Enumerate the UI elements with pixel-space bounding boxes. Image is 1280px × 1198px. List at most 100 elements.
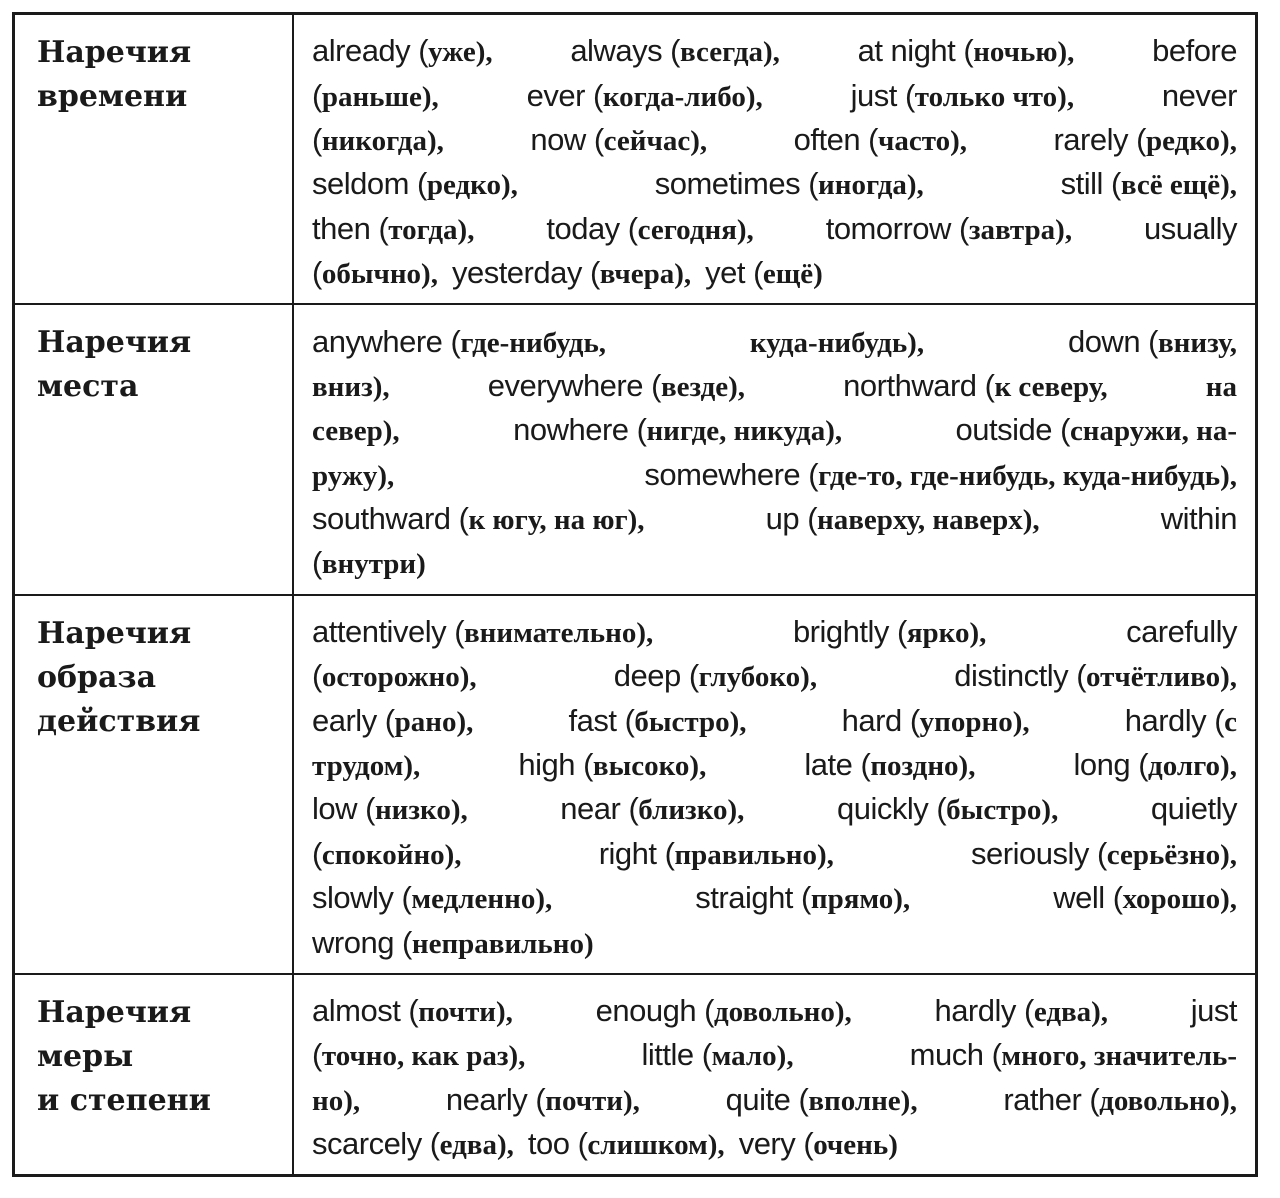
adverb-entry: brightly (ярко),	[792, 613, 987, 649]
adverb-entry: distinctly (отчётливо),	[954, 658, 1237, 694]
adverb-entry: seriously (серьёзно),	[971, 835, 1237, 871]
adverb-entry: ever (когда-либо),	[526, 77, 763, 113]
text-line: север), nowhere (нигде, никуда), outside (…	[312, 408, 1237, 452]
text-line: (спокойно), right (правильно), seriously (…	[312, 832, 1237, 876]
adverb-entry: трудом),	[312, 750, 421, 783]
text-line: almost (почти), enough (довольно), hardly …	[312, 989, 1238, 1033]
adverb-entry: yesterday (вчера),	[451, 255, 692, 291]
text-line: но), nearly (почти), quite (вполне), rather…	[312, 1078, 1237, 1122]
text-line: трудом), high (высоко), late (поздно), long…	[312, 743, 1237, 787]
text-line: low (низко), near (близко), quickly (быстр…	[312, 787, 1237, 831]
adverb-entry: (обычно),	[312, 255, 438, 291]
adverb-entry: everywhere (везде),	[487, 367, 746, 403]
text-line: (внутри)	[312, 541, 1237, 585]
adverb-entry: up (наверху, наверх),	[765, 501, 1040, 537]
text-line: (раньше), ever (когда-либо), just (только …	[312, 73, 1237, 117]
adverb-entry: right (правильно),	[598, 835, 834, 871]
text-line: wrong (неправильно)	[312, 920, 1237, 964]
adverbs-table: Наречия времени already (уже), always (все…	[12, 12, 1258, 1178]
adverb-entry: (никогда),	[312, 121, 444, 157]
text-line: already (уже), always (всегда), at night (…	[312, 29, 1237, 73]
adverb-entry: (спокойно),	[312, 835, 462, 871]
text-line: attentively (внимательно), brightly (ярко…	[312, 610, 1237, 654]
category-heading: Наречия времени	[15, 15, 294, 304]
adverb-entry: late (поздно),	[804, 747, 976, 783]
adverb-entry: at night (ночью),	[857, 33, 1075, 69]
adverb-entry: usually	[1143, 210, 1238, 246]
adverb-entry: (раньше),	[312, 77, 439, 113]
category-heading: Наречия меры и степени	[15, 974, 294, 1175]
adverb-entry: never	[1161, 77, 1238, 113]
adverb-entry: attentively (внимательно),	[312, 613, 654, 649]
adverb-entry: enough (довольно),	[595, 993, 852, 1028]
adverb-entry: well (хорошо),	[1053, 880, 1237, 916]
adverb-entry: southward (к югу, на юг),	[312, 501, 645, 537]
adverb-entry: sometimes (иногда),	[654, 166, 924, 202]
adverb-entry: just	[1190, 993, 1238, 1028]
adverb-entry: slowly (медленно),	[312, 880, 553, 916]
adverb-entry: север),	[312, 415, 400, 448]
adverb-entry: near (близко),	[560, 791, 745, 827]
adverb-entry: almost (почти),	[312, 993, 513, 1028]
table-row: Наречия образа действия attentively (вним…	[15, 595, 1255, 975]
adverb-entry: ружу),	[312, 459, 395, 492]
adverb-list: anywhere (где-нибудь, куда-нибудь), down (…	[294, 305, 1255, 593]
adverb-entry: rarely (редко),	[1053, 121, 1237, 157]
adverb-entry: (осторожно),	[312, 658, 477, 694]
adverb-entry: somewhere (где-то, где-нибудь, куда-нибу…	[644, 456, 1237, 492]
adverb-entry: вниз),	[312, 370, 390, 403]
text-line: (точно, как раз), little (мало), much (мно…	[312, 1033, 1237, 1077]
adverb-entry: seldom (редко),	[312, 166, 518, 202]
adverb-entry: (внутри)	[312, 545, 426, 581]
text-line: вниз), everywhere (везде), northward (к се…	[312, 364, 1237, 408]
text-line: (никогда), now (сейчас), often (часто), rar…	[312, 118, 1237, 162]
adverb-entry: hard (упорно),	[841, 702, 1030, 738]
adverb-entry: deep (глубоко),	[613, 658, 818, 694]
adverb-entry: already (уже),	[312, 33, 493, 69]
adverb-entry: tomorrow (завтра),	[825, 210, 1073, 246]
adverb-entry: today (сегодня),	[546, 210, 754, 246]
adverb-entry: но),	[312, 1084, 361, 1117]
adverb-entry: scarcely (едва),	[312, 1126, 514, 1162]
adverb-entry: too (слишком),	[527, 1126, 725, 1162]
adverb-entry: на	[1205, 370, 1237, 403]
adverb-entry: just (только что),	[850, 77, 1075, 113]
adverb-list: already (уже), always (всегда), at night (…	[294, 15, 1255, 303]
adverb-entry: nearly (почти),	[445, 1081, 640, 1117]
adverb-entry: quickly (быстро),	[836, 791, 1059, 827]
adverb-entry: hardly (едва),	[934, 993, 1109, 1028]
category-heading: Наречия образа действия	[15, 595, 294, 973]
text-line: (обычно), yesterday (вчера), yet (ещё)	[312, 251, 1237, 295]
adverb-entry: little (мало),	[641, 1037, 794, 1073]
adverb-entry: northward (к северу,	[843, 367, 1108, 403]
adverb-entry: always (всегда),	[570, 33, 780, 69]
text-line: ружу), somewhere (где-то, где-нибудь, куд…	[312, 453, 1237, 497]
text-line: slowly (медленно), straight (прямо), well …	[312, 876, 1237, 920]
adverb-entry: wrong (неправильно)	[312, 924, 594, 960]
category-heading: Наречия места	[15, 305, 294, 594]
adverb-entry: nowhere (нигде, никуда),	[513, 412, 843, 448]
text-line: (осторожно), deep (глубоко), distinctly (о…	[312, 654, 1237, 698]
adverb-entry: straight (прямо),	[695, 880, 911, 916]
adverb-entry: low (низко),	[312, 791, 468, 827]
text-line: southward (к югу, на юг), up (наверху, на…	[312, 497, 1237, 541]
adverb-list: attentively (внимательно), brightly (ярко…	[294, 596, 1255, 973]
table-row: Наречия меры и степени almost (почти), eno…	[15, 974, 1255, 1175]
adverb-entry: then (тогда),	[312, 210, 475, 246]
adverb-entry: often (часто),	[793, 121, 967, 157]
text-line: scarcely (едва), too (слишком), very (очен…	[312, 1122, 1237, 1166]
adverb-entry: fast (быстро),	[568, 702, 747, 738]
table-row: Наречия места anywhere (где-нибудь, куда-н…	[15, 305, 1255, 596]
adverb-entry: long (долго),	[1073, 747, 1237, 783]
text-line: seldom (редко), sometimes (иногда), still …	[312, 162, 1237, 206]
adverb-entry: early (рано),	[312, 702, 474, 738]
table-row: Наречия времени already (уже), always (все…	[15, 15, 1255, 306]
adverb-entry: still (всё ещё),	[1060, 166, 1237, 202]
adverb-list: almost (почти), enough (довольно), hardly …	[294, 975, 1255, 1175]
adverb-entry: rather (довольно),	[1003, 1081, 1237, 1117]
adverb-entry: before	[1152, 33, 1237, 69]
adverb-entry: much (много, значитель-	[909, 1037, 1237, 1073]
adverb-entry: high (высоко),	[518, 747, 707, 783]
adverb-entry: (точно, как раз),	[312, 1037, 526, 1073]
adverb-entry: quite (вполне),	[725, 1081, 918, 1117]
